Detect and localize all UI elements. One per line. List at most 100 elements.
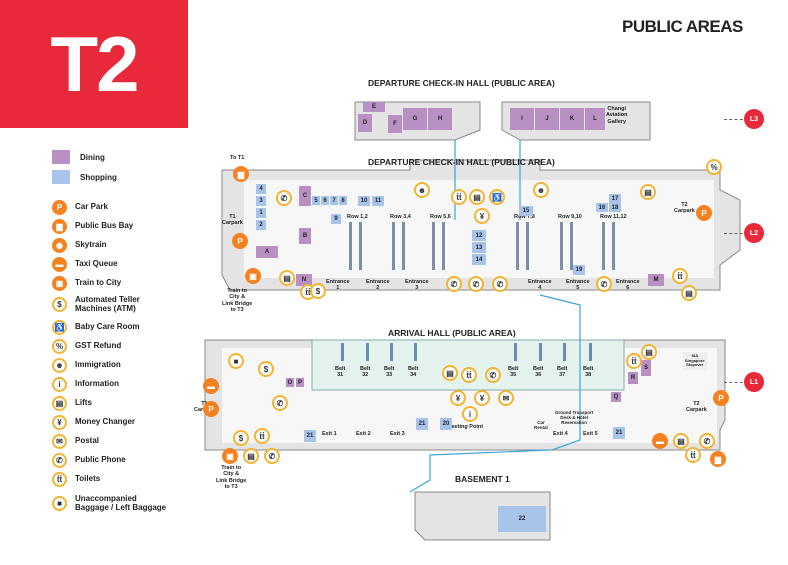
shop-15[interactable]: 15 [519,206,533,216]
unit-l[interactable]: L [585,108,605,130]
phone-icon[interactable]: ✆ [276,190,292,206]
money-changer-icon[interactable]: ¥ [450,390,466,406]
unit-e[interactable]: E [363,102,385,112]
shop-14[interactable]: 14 [472,254,486,265]
dining-c[interactable]: C [299,186,311,206]
unit-j[interactable]: J [535,108,559,130]
toilet-icon[interactable]: ṫṫ [451,189,467,205]
car-park-icon[interactable]: P [203,401,219,417]
shop-5[interactable]: 5 [312,196,320,205]
lift-icon[interactable]: ▤ [640,184,656,200]
shop-6[interactable]: 6 [321,196,329,205]
train-icon[interactable]: ▣ [245,268,261,284]
shop-7[interactable]: 7 [330,196,338,205]
dining-o[interactable]: O [286,378,294,387]
shop-18[interactable]: 18 [609,203,621,212]
shop-8[interactable]: 8 [339,196,347,205]
toilet-icon[interactable]: ṫṫ [672,268,688,284]
legend-label: Shopping [80,172,117,182]
car-park-icon[interactable]: P [232,233,248,249]
l2-title: DEPARTURE CHECK-IN HALL (PUBLIC AREA) [368,157,555,167]
car-park-icon: P [52,200,67,215]
phone-icon[interactable]: ✆ [485,367,501,383]
immigration-icon[interactable]: ☻ [533,182,549,198]
baggage-icon[interactable]: ■ [228,353,244,369]
lift-icon[interactable]: ▤ [243,448,259,464]
unit-g[interactable]: G [403,108,427,130]
phone-icon[interactable]: ✆ [699,433,715,449]
atm-icon[interactable]: $ [233,430,249,446]
car-rental-label: Car Rental [534,420,548,431]
toilet-icon[interactable]: ṫṫ [254,428,270,444]
toilet-icon[interactable]: ṫṫ [685,447,701,463]
shop-20[interactable]: 20 [440,418,452,430]
unit-i[interactable]: I [510,108,534,130]
bus-icon[interactable]: ▆ [233,166,249,182]
lift-icon[interactable]: ▤ [469,189,485,205]
shop-11[interactable]: 11 [372,196,384,206]
toilet-icon[interactable]: ṫṫ [461,367,477,383]
taxi-icon[interactable]: ▬ [203,378,219,394]
shop-16[interactable]: 16 [596,203,608,212]
bus-icon: ▆ [52,219,67,234]
shop-2[interactable]: 2 [256,220,266,230]
legend-swatch [52,170,70,184]
shop-21[interactable]: 21 [304,430,316,442]
phone-icon[interactable]: ✆ [468,276,484,292]
shop-21[interactable]: 21 [613,427,625,439]
car-park-icon[interactable]: P [696,205,712,221]
entrance-label: Entrance 6 [616,279,640,292]
belt-label: Belt 38 [583,366,594,378]
gst-refund-icon[interactable]: % [706,159,722,175]
atm-icon[interactable]: $ [310,283,326,299]
shop-21[interactable]: 21 [416,418,428,430]
immigration-icon[interactable]: ☻ [414,182,430,198]
phone-icon[interactable]: ✆ [272,395,288,411]
dining-r[interactable]: R [628,372,638,384]
shop-1[interactable]: 1 [256,208,266,218]
money-changer-icon[interactable]: ¥ [474,208,490,224]
shop-12[interactable]: 12 [472,230,486,241]
money-changer-icon[interactable]: ¥ [474,390,490,406]
baby-care-icon[interactable]: ♿ [489,189,505,205]
unit-d[interactable]: D [358,114,372,132]
unit-f[interactable]: F [388,115,402,133]
dining-a[interactable]: A [256,246,278,258]
phone-icon[interactable]: ✆ [492,276,508,292]
shop-17[interactable]: 17 [609,194,621,203]
postal-icon[interactable]: ✉ [498,390,514,406]
level-l1-marker: L1 [744,372,764,392]
train-icon[interactable]: ▣ [222,448,238,464]
atm-icon[interactable]: $ [258,361,274,377]
unit-h[interactable]: H [428,108,452,130]
lift-icon[interactable]: ▤ [673,433,689,449]
phone-icon[interactable]: ✆ [264,448,280,464]
dining-n[interactable]: N [296,274,312,286]
shop-13[interactable]: 13 [472,242,486,253]
dining-q[interactable]: Q [611,392,621,402]
lift-icon[interactable]: ▤ [279,270,295,286]
dining-s[interactable]: S [641,360,651,376]
taxi-icon[interactable]: ▬ [652,433,668,449]
toilet-icon[interactable]: ṫṫ [626,353,642,369]
shop-9[interactable]: 9 [331,214,341,224]
shop-10[interactable]: 10 [358,196,370,206]
phone-icon[interactable]: ✆ [596,276,612,292]
dining-m[interactable]: M [648,274,664,286]
lift-icon[interactable]: ▤ [681,285,697,301]
shop-4[interactable]: 4 [256,184,266,194]
money-changer-icon: ¥ [52,415,67,430]
information-icon[interactable]: i [462,406,478,422]
gst-refund-icon: % [52,339,67,354]
lift-icon[interactable]: ▤ [442,365,458,381]
lift-icon[interactable]: ▤ [641,344,657,360]
phone-icon[interactable]: ✆ [446,276,462,292]
unit-k[interactable]: K [560,108,584,130]
bus-icon[interactable]: ▆ [710,451,726,467]
dining-p[interactable]: P [296,378,304,387]
dining-b[interactable]: B [299,228,311,244]
shop-3[interactable]: 3 [256,196,266,206]
car-park-icon[interactable]: P [713,390,729,406]
shop-22[interactable]: 22 [498,506,546,532]
shop-19[interactable]: 19 [573,265,585,275]
